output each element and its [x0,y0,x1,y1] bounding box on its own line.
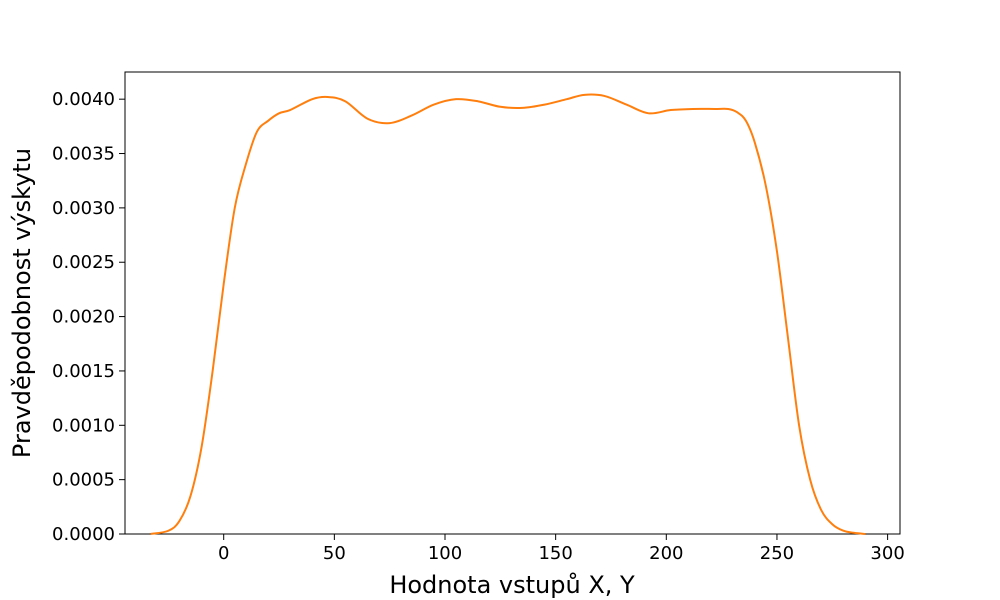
y-tick-label: 0.0005 [52,470,115,491]
y-tick-label: 0.0015 [52,361,115,382]
y-tick-label: 0.0030 [52,198,115,219]
y-tick-label: 0.0025 [52,252,115,273]
x-tick-label: 150 [538,543,572,564]
series-group [150,93,866,535]
x-tick-label: 50 [323,543,346,564]
x-axis-label: Hodnota vstupů X, Y [389,571,635,599]
density-curve [150,93,866,535]
x-tick-label: 0 [218,543,229,564]
y-tick-label: 0.0040 [52,89,115,110]
x-tick-label: 100 [428,543,462,564]
y-tick-label: 0.0000 [52,524,115,545]
x-tick-label: 300 [870,543,904,564]
x-tick-label: 200 [649,543,683,564]
y-tick-label: 0.0035 [52,144,115,165]
plot-area [124,71,901,535]
y-tick-label: 0.0010 [52,415,115,436]
y-axis-label: Pravděpodobnost výskytu [8,148,36,458]
x-tick-label: 250 [760,543,794,564]
x-axis-ticks: 0 50 100 150 200 250 300 [218,534,905,564]
y-axis-ticks: 0.0000 0.0005 0.0010 0.0015 0.0020 0.0025 0.00… [52,89,125,545]
y-tick-label: 0.0020 [52,307,115,328]
